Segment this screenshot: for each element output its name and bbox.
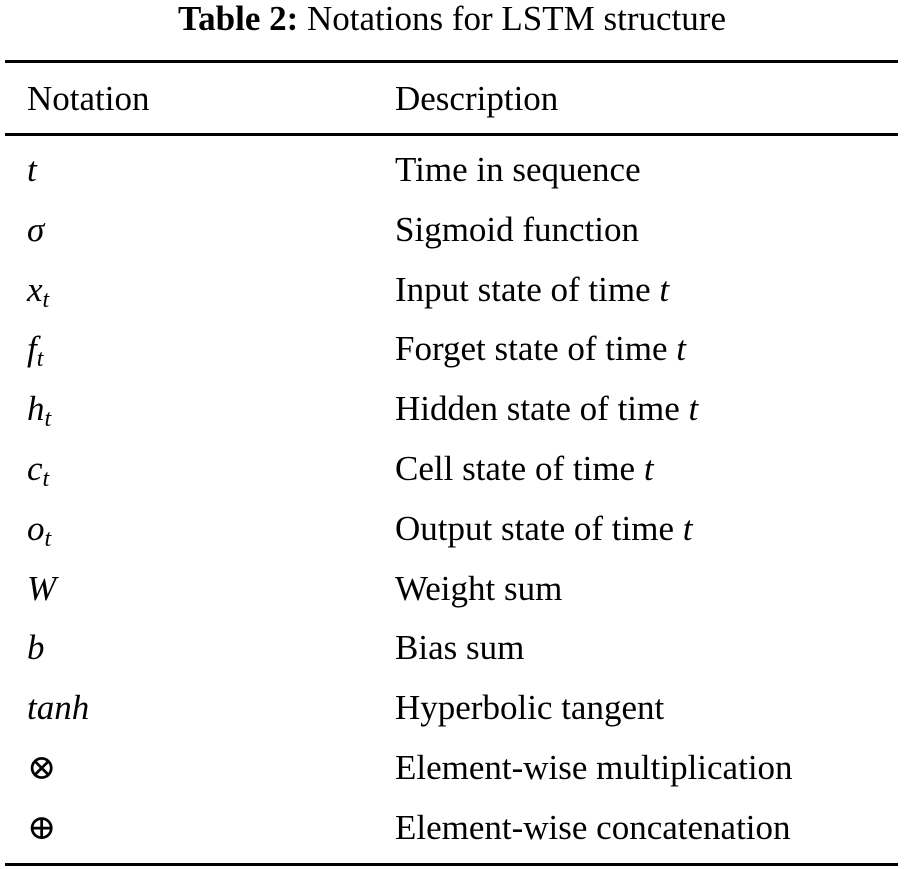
notation-subscript: t <box>42 286 50 313</box>
description-cell: Forget state of time t <box>395 329 686 369</box>
notation-symbol: o <box>27 508 45 548</box>
top-rule <box>5 60 898 63</box>
notation-cell: xt <box>27 269 50 313</box>
notation-cell: ⊕ <box>27 808 56 848</box>
description-variable: t <box>643 449 654 488</box>
bottom-rule <box>5 863 898 866</box>
description-cell: Sigmoid function <box>395 210 639 250</box>
header-rule <box>5 133 898 136</box>
description-cell: Weight sum <box>395 569 562 609</box>
description-variable: t <box>688 389 699 429</box>
description-cell: Element-wise multiplication <box>395 748 793 788</box>
notation-symbol: ⊕ <box>27 807 57 847</box>
description-cell: Hyperbolic tangent <box>395 688 664 728</box>
header-description: Description <box>395 79 559 118</box>
header-notation: Notation <box>27 79 150 118</box>
description-cell: Output state of time t <box>395 509 692 549</box>
description-cell: Time in sequence <box>395 150 641 190</box>
notation-cell: t <box>27 150 37 190</box>
description-text: Element-wise concatenation <box>395 807 791 847</box>
notation-symbol: b <box>27 628 45 668</box>
notation-subscript: t <box>44 406 52 433</box>
notation-cell: tanh <box>27 688 89 728</box>
description-text: Time in sequence <box>395 150 641 189</box>
notation-symbol: ⊗ <box>27 748 57 787</box>
description-text: Forget state of time <box>395 329 677 369</box>
notation-symbol: c <box>27 449 43 488</box>
description-cell: Bias sum <box>395 628 524 668</box>
notation-cell: W <box>27 569 56 609</box>
description-variable: t <box>659 269 670 309</box>
description-text: Input state of time <box>395 269 660 309</box>
notation-symbol: f <box>27 329 37 369</box>
notation-cell: σ <box>27 210 44 250</box>
description-text: Output state of time <box>395 508 683 548</box>
description-text: Weight sum <box>395 568 563 608</box>
notation-symbol: x <box>27 269 43 309</box>
description-text: Hyperbolic tangent <box>395 688 665 728</box>
notation-symbol: tanh <box>27 688 90 728</box>
notation-symbol: W <box>27 568 57 608</box>
description-cell: Element-wise concatenation <box>395 808 791 848</box>
notation-cell: ⊗ <box>27 748 56 788</box>
description-text: Sigmoid function <box>395 209 640 249</box>
notation-subscript: t <box>42 466 50 492</box>
notation-cell: ft <box>27 329 44 373</box>
table-caption: Table 2: Notations for LSTM structure <box>0 0 904 38</box>
description-cell: Input state of time t <box>395 270 669 310</box>
description-variable: t <box>676 329 686 369</box>
notation-subscript: t <box>44 525 52 552</box>
notation-subscript: t <box>36 346 44 373</box>
notation-cell: b <box>27 628 45 668</box>
description-cell: Hidden state of time t <box>395 389 698 429</box>
description-text: Bias sum <box>395 628 525 668</box>
caption-label: Table 2: <box>178 0 299 38</box>
notation-symbol: h <box>27 389 45 429</box>
caption-text: Notations for LSTM structure <box>307 0 726 38</box>
description-text: Hidden state of time <box>395 389 689 429</box>
description-variable: t <box>682 508 693 548</box>
notation-cell: ot <box>27 508 52 552</box>
notation-cell: ct <box>27 449 50 492</box>
description-cell: Cell state of time t <box>395 449 654 489</box>
notation-symbol: σ <box>27 209 45 249</box>
notation-symbol: t <box>27 150 37 189</box>
description-text: Element-wise multiplication <box>395 748 793 787</box>
notation-cell: ht <box>27 389 52 433</box>
description-text: Cell state of time <box>395 449 644 488</box>
